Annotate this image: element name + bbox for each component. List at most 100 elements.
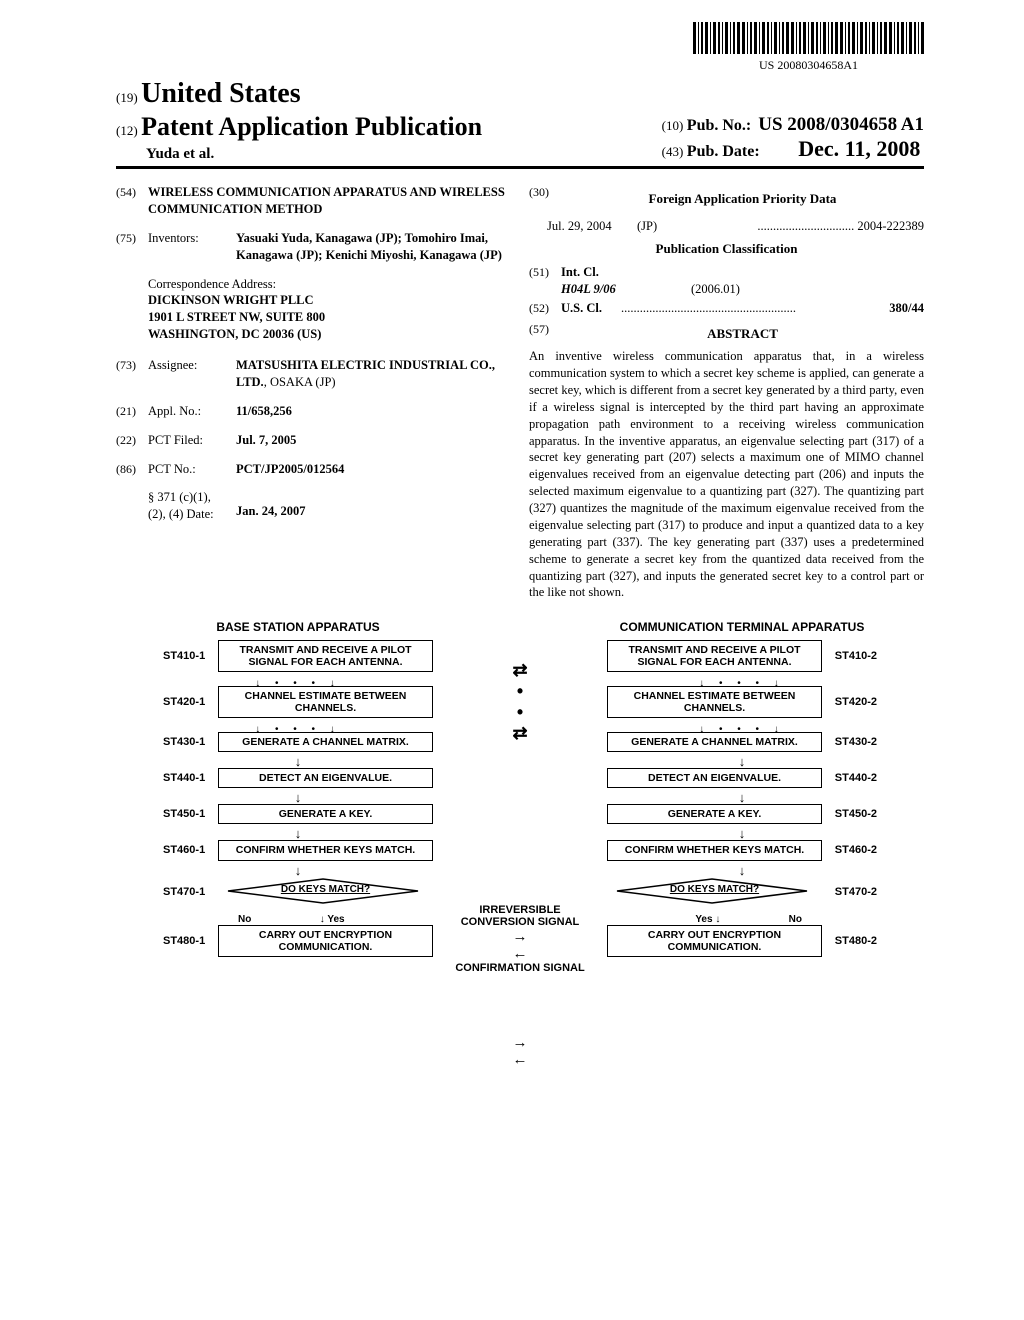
uscl-label: U.S. Cl. <box>561 300 621 317</box>
arrow-down-icon: ↓ <box>163 830 433 840</box>
correspondence-address: Correspondence Address: DICKINSON WRIGHT… <box>148 276 511 344</box>
step-box: TRANSMIT AND RECEIVE A PILOT SIGNAL FOR … <box>607 640 822 672</box>
yes-text: Yes <box>327 914 344 925</box>
foreign-num: (30) <box>529 184 561 214</box>
bidir-arrow-icon: →← <box>445 1034 595 1068</box>
pctno-bold: PCT/JP2005/012564 <box>236 462 344 476</box>
multi-arrow-icon: ↓ • • • ↓ <box>607 678 877 686</box>
pubno-value: US 2008/0304658 A1 <box>758 114 924 135</box>
assignee-label: Assignee: <box>148 357 236 391</box>
arrow-down-icon: ↓ <box>163 794 433 804</box>
step-label: ST480-1 <box>163 935 218 947</box>
step-label: ST420-2 <box>822 696 877 708</box>
title-text: WIRELESS COMMUNICATION APPARATUS AND WIR… <box>148 184 511 218</box>
step-box: CONFIRM WHETHER KEYS MATCH. <box>218 840 433 860</box>
assignee-num: (73) <box>116 357 148 391</box>
intcl-num: (51) <box>529 264 561 298</box>
authors-line: Yuda et al. <box>146 146 482 163</box>
intcl-year: (2006.01) <box>691 281 740 298</box>
inventors-num: (75) <box>116 230 148 264</box>
inventors-value: Yasuaki Yuda, Kanagawa (JP); Tomohiro Im… <box>236 230 511 264</box>
pctfiled-value: Jul. 7, 2005 <box>236 432 511 449</box>
priority-number: ............................... 2004-222… <box>687 218 924 235</box>
no-label: No <box>238 914 251 925</box>
arrow-down-icon: ↓ <box>163 867 433 877</box>
step-box: GENERATE A KEY. <box>607 804 822 824</box>
multi-arrow-icon: ↓ • • • ↓ <box>163 724 433 732</box>
decision-text: DO KEYS MATCH? <box>218 884 433 895</box>
step-box: CHANNEL ESTIMATE BETWEEN CHANNELS. <box>607 686 822 718</box>
pubtype-num: (12) <box>116 123 138 138</box>
corr-label: Correspondence Address: <box>148 276 511 293</box>
priority-num-val: 2004-222389 <box>857 219 924 233</box>
step-label: ST470-1 <box>163 886 218 898</box>
header-right: (10) Pub. No.: US 2008/0304658 A1 (43) P… <box>662 114 924 162</box>
flowchart-right: COMMUNICATION TERMINAL APPARATUS TRANSMI… <box>607 620 877 1068</box>
barcode-region: US 20080304658A1 <box>693 22 924 73</box>
step-label: ST430-2 <box>822 736 877 748</box>
left-flowchart-head: BASE STATION APPARATUS <box>163 620 433 634</box>
pubdate-num: (43) <box>662 144 684 159</box>
abstract-num: (57) <box>529 321 561 347</box>
barcode-text: US 20080304658A1 <box>693 58 924 73</box>
step-label: ST450-1 <box>163 808 218 820</box>
flowchart-center: ⇄••⇄ IRREVERSIBLE CONVERSION SIGNAL → ← … <box>445 620 595 1068</box>
pctfiled-num: (22) <box>116 432 148 449</box>
intcl-label: Int. Cl. <box>561 264 924 281</box>
step-label: ST460-2 <box>822 844 877 856</box>
uscl-row: U.S. Cl. ...............................… <box>561 300 924 317</box>
arrow-left-icon: ← <box>445 945 595 962</box>
pubdate-label: Pub. Date: <box>687 143 760 160</box>
intcl-code: H04L 9/06 <box>561 281 691 298</box>
header-left: (19) United States (12) Patent Applicati… <box>116 78 482 163</box>
pubno-label: Pub. No.: <box>687 117 751 134</box>
arrow-down-icon: ↓ <box>607 830 877 840</box>
arrow-right-icon: → <box>445 928 595 945</box>
step-label: ST440-2 <box>822 772 877 784</box>
header: (19) United States (12) Patent Applicati… <box>116 78 924 163</box>
inventors-names: Yasuaki Yuda, Kanagawa (JP); Tomohiro Im… <box>236 231 502 262</box>
yes-label: Yes ↓ <box>695 914 720 925</box>
yes-label: ↓ Yes <box>320 914 345 925</box>
corr-line3: WASHINGTON, DC 20036 (US) <box>148 326 511 343</box>
pubtype-text: Patent Application Publication <box>141 112 482 141</box>
foreign-head: Foreign Application Priority Data <box>561 190 924 208</box>
flowchart-figure: BASE STATION APPARATUS ST410-1TRANSMIT A… <box>116 620 924 1068</box>
right-flowchart-head: COMMUNICATION TERMINAL APPARATUS <box>607 620 877 634</box>
pctno-num: (86) <box>116 461 148 478</box>
priority-dots: ............................... <box>757 219 854 233</box>
arrow-down-icon: ↓ <box>607 867 877 877</box>
applno-bold: 11/658,256 <box>236 404 292 418</box>
step-label: ST460-1 <box>163 844 218 856</box>
arrow-down-icon: ↓ <box>607 758 877 768</box>
decision-text: DO KEYS MATCH? <box>607 884 822 895</box>
s371-value: Jan. 24, 2007 <box>236 489 511 523</box>
barcode-icon <box>693 22 924 54</box>
applno-num: (21) <box>116 403 148 420</box>
pctno-value: PCT/JP2005/012564 <box>236 461 511 478</box>
step-box: GENERATE A KEY. <box>218 804 433 824</box>
title-num: (54) <box>116 184 148 218</box>
pubno-num: (10) <box>662 118 684 133</box>
step-box: CARRY OUT ENCRYPTION COMMUNICATION. <box>607 925 822 957</box>
center-label-1: IRREVERSIBLE CONVERSION SIGNAL <box>445 904 595 928</box>
applno-value: 11/658,256 <box>236 403 511 420</box>
intcl-block: Int. Cl. H04L 9/06(2006.01) <box>561 264 924 298</box>
pubclass-head: Publication Classification <box>529 240 924 258</box>
arrow-down-icon: ↓ <box>163 758 433 768</box>
header-divider <box>116 166 924 169</box>
abstract-text: An inventive wireless communication appa… <box>529 348 924 601</box>
step-box: TRANSMIT AND RECEIVE A PILOT SIGNAL FOR … <box>218 640 433 672</box>
no-label: No <box>789 914 802 925</box>
step-box: DETECT AN EIGENVALUE. <box>218 768 433 788</box>
priority-date: Jul. 29, 2004 <box>547 218 637 235</box>
step-label: ST470-2 <box>822 886 877 898</box>
country-name: United States <box>141 78 300 109</box>
left-column: (54) WIRELESS COMMUNICATION APPARATUS AN… <box>116 184 511 601</box>
abstract-head: ABSTRACT <box>561 325 924 343</box>
step-box: GENERATE A CHANNEL MATRIX. <box>607 732 822 752</box>
step-box: DETECT AN EIGENVALUE. <box>607 768 822 788</box>
multi-arrow-icon: ↓ • • • ↓ <box>607 724 877 732</box>
pctno-label: PCT No.: <box>148 461 236 478</box>
pctfiled-label: PCT Filed: <box>148 432 236 449</box>
